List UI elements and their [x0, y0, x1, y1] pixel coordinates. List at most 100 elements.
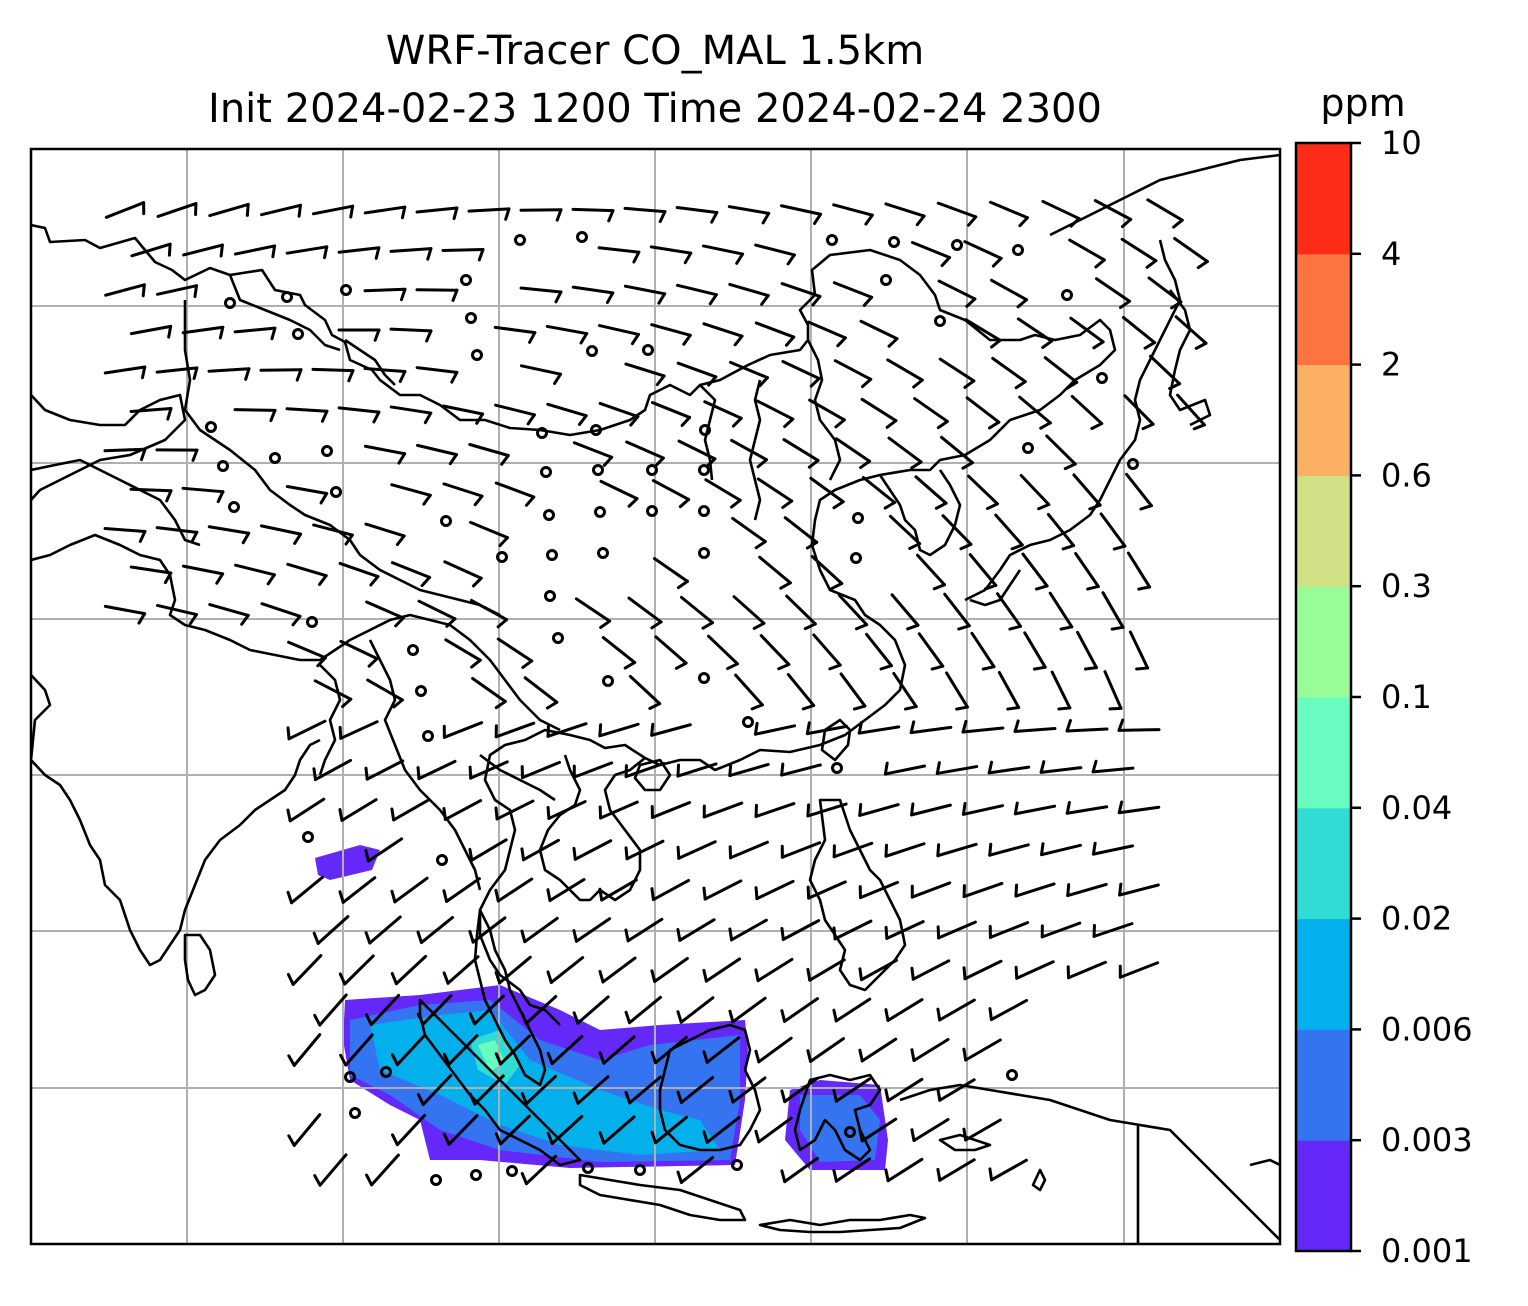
coastline-java: [578, 1173, 747, 1222]
calm-wind-circle: [552, 632, 564, 644]
wind-barb: [754, 1036, 793, 1064]
wind-barb: [913, 397, 949, 430]
wind-barb: [756, 477, 794, 509]
wind-barb: [785, 594, 817, 631]
wind-barb: [365, 1153, 400, 1187]
coastline-korea: [878, 469, 962, 557]
map-title-line1: WRF-Tracer CO_MAL 1.5km: [385, 28, 925, 74]
wind-barb: [155, 284, 199, 299]
wind-barb: [545, 324, 589, 345]
wind-barb: [1016, 317, 1054, 349]
calm-wind-circle: [436, 854, 448, 866]
calm-wind-circle: [1096, 372, 1108, 384]
wind-barb: [702, 322, 744, 347]
wind-barb: [366, 678, 404, 709]
calm-wind-circle: [1022, 442, 1034, 454]
calm-wind-circle: [415, 685, 427, 697]
wind-barb: [702, 1036, 741, 1064]
wind-barb: [650, 956, 689, 984]
calm-wind-circle: [430, 1174, 442, 1186]
wind-barb: [962, 1038, 1002, 1062]
calm-wind-circle: [349, 1107, 361, 1119]
calm-wind-circle: [698, 547, 710, 559]
wind-barb: [364, 759, 405, 781]
colorbar-band-6: [1296, 475, 1351, 587]
wind-barb: [991, 356, 1027, 390]
colorbar-band-5: [1296, 586, 1351, 698]
wind-barb: [858, 802, 900, 817]
wind-barb: [858, 880, 900, 900]
wind-barb: [651, 479, 691, 509]
wind-barb: [207, 525, 251, 545]
wind-barb: [734, 673, 764, 711]
wind-barb: [832, 1077, 872, 1103]
wind-barb: [728, 840, 769, 860]
calm-wind-circle: [306, 616, 318, 628]
wind-barb: [1072, 473, 1102, 511]
wind-barb: [624, 839, 665, 861]
wind-barb: [363, 287, 407, 302]
wind-barb: [963, 240, 1003, 268]
wind-barb: [520, 838, 560, 862]
colorbar-tick-label: 0.02: [1381, 900, 1452, 938]
border-myanmar: [368, 639, 482, 891]
wind-barb: [1173, 237, 1209, 270]
wind-barb: [442, 955, 480, 985]
colorbar-tick-labels: 0.001 0.003 0.006 0.02 0.04 0.1 0.3 0.6 2 4 10: [1381, 124, 1473, 1270]
wind-barb: [365, 600, 405, 628]
wind-barb: [805, 721, 849, 736]
wind-barb: [546, 402, 588, 426]
wind-barb: [496, 637, 534, 669]
wind-barb: [416, 1074, 453, 1106]
wind-barb: [598, 1035, 636, 1065]
calm-wind-circle: [292, 328, 304, 340]
coastline-russia-far-east: [1049, 153, 1280, 237]
coastline-philippines: [808, 798, 907, 992]
wind-barb: [754, 879, 795, 901]
wind-barb: [208, 202, 250, 218]
wind-barb: [338, 720, 379, 740]
wind-barb: [753, 721, 797, 736]
wind-barb: [598, 324, 640, 346]
wind-barb: [676, 1076, 715, 1104]
calm-wind-circle: [698, 672, 710, 684]
wind-barb: [1123, 394, 1155, 431]
wind-barb: [780, 282, 822, 307]
calm-wind-circle: [536, 427, 548, 439]
wind-barb: [104, 283, 146, 298]
wind-barb: [997, 670, 1021, 711]
colorbar-band-8: [1296, 253, 1351, 366]
wind-barb: [233, 326, 277, 341]
wind-barb: [469, 598, 509, 629]
wind-barb: [572, 441, 614, 467]
calm-wind-circle: [602, 675, 614, 687]
wind-barb: [701, 244, 745, 265]
wind-barb: [103, 604, 147, 625]
calm-wind-circle: [1061, 289, 1073, 301]
wind-barb: [995, 592, 1023, 631]
wind-barb: [520, 1074, 558, 1106]
wind-barb: [313, 1153, 348, 1187]
calm-wind-circle: [951, 239, 963, 251]
coastline-borneo: [658, 1023, 762, 1152]
wind-barb: [732, 595, 766, 630]
wind-barb: [780, 997, 819, 1023]
wind-barb: [312, 915, 350, 945]
wind-barb: [181, 564, 225, 585]
colorbar-band-4: [1296, 697, 1351, 809]
wind-barb: [704, 478, 742, 509]
wind-barb: [654, 635, 688, 670]
calm-wind-circle: [646, 464, 658, 476]
wind-barb: [443, 560, 483, 588]
wind-barb: [858, 1117, 898, 1143]
wind-barb: [494, 799, 535, 821]
wind-barb: [1091, 841, 1135, 856]
wind-barb: [546, 722, 588, 738]
wind-barb: [1046, 512, 1076, 551]
wind-barb: [546, 800, 587, 820]
wind-barb: [945, 671, 969, 711]
wind-barb: [494, 1034, 531, 1066]
wind-barb: [1014, 960, 1055, 980]
calm-wind-circle: [302, 831, 314, 843]
calm-wind-circle: [699, 424, 711, 436]
